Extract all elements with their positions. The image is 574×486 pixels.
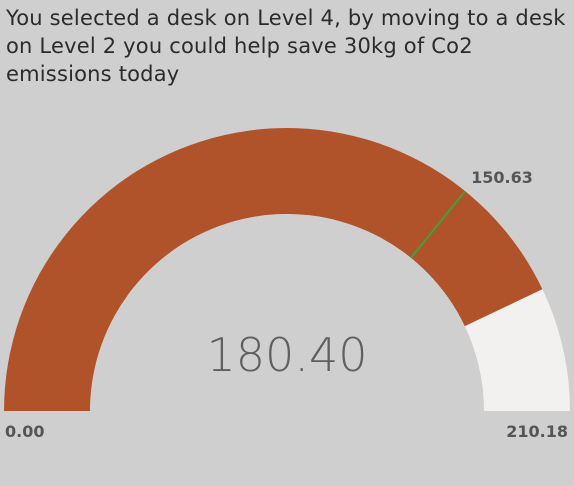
gauge-message: You selected a desk on Level 4, by movin… <box>6 6 566 86</box>
gauge-value: 180.40 <box>207 328 368 382</box>
gauge-target-line <box>410 190 466 259</box>
gauge-max-label: 210.18 <box>506 422 568 441</box>
gauge-value-arc <box>4 127 543 411</box>
gauge-min-label: 0.00 <box>5 422 44 441</box>
gauge-target-label: 150.63 <box>471 168 533 187</box>
